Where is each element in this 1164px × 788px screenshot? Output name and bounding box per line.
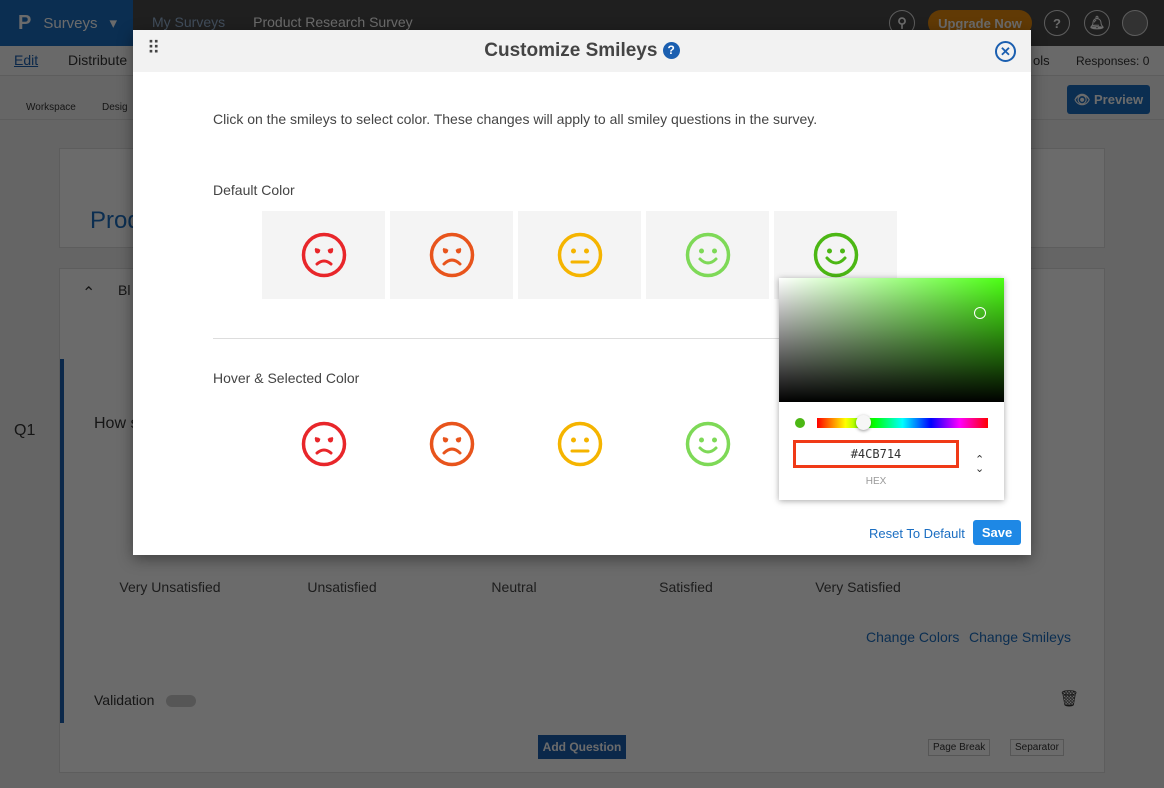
tab-distribute[interactable]: Distribute	[68, 52, 128, 68]
close-icon[interactable]: ✕	[995, 41, 1016, 62]
reset-to-default-link[interactable]: Reset To Default	[869, 526, 965, 541]
question-card: How s Very Unsatisfied Unsatisfied Neutr…	[60, 359, 1106, 723]
smiley-sad-icon	[429, 232, 474, 278]
question-number: Q1	[14, 422, 36, 439]
option-label: Unsatisfied	[307, 579, 377, 595]
tools-menu[interactable]: ols	[1033, 53, 1050, 68]
smiley-happy-icon	[685, 421, 730, 467]
smiley-neutral-icon	[557, 421, 602, 467]
product-label: Surveys	[43, 14, 98, 32]
hex-input[interactable]: #4CB714	[793, 440, 959, 468]
validation-toggle[interactable]	[166, 695, 196, 707]
instruction-text: Click on the smileys to select color. Th…	[213, 111, 818, 127]
drag-handle-icon[interactable]: ⠿	[147, 38, 160, 58]
sv-handle[interactable]	[974, 307, 986, 319]
smiley-very-happy-icon	[813, 232, 858, 278]
responses-count: Responses: 0	[1076, 54, 1150, 68]
dialog-header: ⠿ Customize Smileys ? ✕	[133, 30, 1031, 72]
block-title: Bl	[118, 282, 131, 298]
change-colors-link[interactable]: Change Colors	[866, 629, 960, 645]
hex-mode-label: HEX	[865, 476, 887, 487]
change-smileys-link[interactable]: Change Smileys	[969, 629, 1071, 645]
validation-label: Validation	[94, 692, 155, 708]
workspace-button[interactable]: Workspace	[26, 102, 76, 113]
question-text[interactable]: How s	[94, 415, 139, 432]
saturation-value-area[interactable]	[779, 278, 1004, 402]
eye-icon: 👁︎	[1073, 91, 1094, 107]
design-button[interactable]: Desig	[102, 102, 128, 113]
smiley-very-sad-icon	[301, 232, 346, 278]
smiley-happy[interactable]	[646, 211, 769, 299]
smiley-very-sad[interactable]	[262, 211, 385, 299]
smiley-very-sad-icon	[301, 421, 346, 467]
breadcrumb-current: Product Research Survey	[253, 14, 413, 30]
logo-icon: P	[18, 11, 32, 34]
smiley-neutral[interactable]	[518, 400, 641, 488]
smiley-happy[interactable]	[646, 400, 769, 488]
separator-button[interactable]: Separator	[1010, 739, 1064, 756]
hue-slider[interactable]	[817, 418, 988, 428]
help-icon[interactable]: ?	[1044, 10, 1070, 36]
hover-smileys	[262, 400, 769, 488]
preview-label: Preview	[1093, 92, 1144, 107]
survey-title[interactable]: Prod	[90, 207, 141, 234]
breadcrumb: My Surveys Product Research Survey	[152, 14, 413, 30]
smiley-sad-icon	[429, 421, 474, 467]
hue-slider-thumb[interactable]	[856, 415, 872, 430]
customize-smileys-dialog: ⠿ Customize Smileys ? ✕ Click on the smi…	[133, 30, 1031, 555]
tab-edit[interactable]: Edit	[14, 52, 39, 68]
product-switcher[interactable]: P Surveys ▾	[0, 0, 133, 46]
smiley-neutral[interactable]	[518, 211, 641, 299]
avatar[interactable]	[1122, 10, 1148, 36]
divider	[213, 338, 813, 339]
option-label: Very Satisfied	[815, 579, 901, 595]
smiley-neutral-icon	[557, 232, 602, 278]
trash-icon[interactable]: 🗑︎	[1059, 691, 1080, 708]
top-bar: P Surveys ▾ My Surveys Product Research Sur…	[0, 0, 1164, 46]
save-button[interactable]: Save	[973, 520, 1021, 545]
page-break-button[interactable]: Page Break	[928, 739, 991, 756]
preview-button[interactable]: 👁︎ Preview	[1067, 85, 1150, 114]
smiley-happy-icon	[685, 232, 730, 278]
default-color-label: Default Color	[213, 182, 295, 198]
option-label: Very Unsatisfied	[119, 579, 221, 595]
add-question-button[interactable]: Add Question	[538, 735, 626, 759]
dialog-title: Customize Smileys	[484, 40, 658, 61]
breadcrumb-my-surveys[interactable]: My Surveys	[152, 14, 226, 30]
current-color-swatch	[795, 418, 805, 428]
mode-toggle-arrows-icon[interactable]: ⌃ ⌄	[975, 454, 985, 475]
smiley-very-sad[interactable]	[262, 400, 385, 488]
smiley-sad[interactable]	[390, 211, 513, 299]
option-label: Neutral	[491, 579, 537, 595]
color-picker: #4CB714 HEX ⌃ ⌄	[779, 278, 1004, 500]
caret-down-icon: ▾	[109, 15, 118, 32]
hover-color-label: Hover & Selected Color	[213, 370, 360, 386]
smiley-sad[interactable]	[390, 400, 513, 488]
help-icon[interactable]: ?	[662, 41, 680, 59]
option-label: Satisfied	[659, 579, 713, 595]
default-smileys	[262, 211, 897, 299]
bell-icon[interactable]: 🔔︎	[1084, 10, 1110, 36]
collapse-icon[interactable]: ⌃	[82, 285, 96, 302]
